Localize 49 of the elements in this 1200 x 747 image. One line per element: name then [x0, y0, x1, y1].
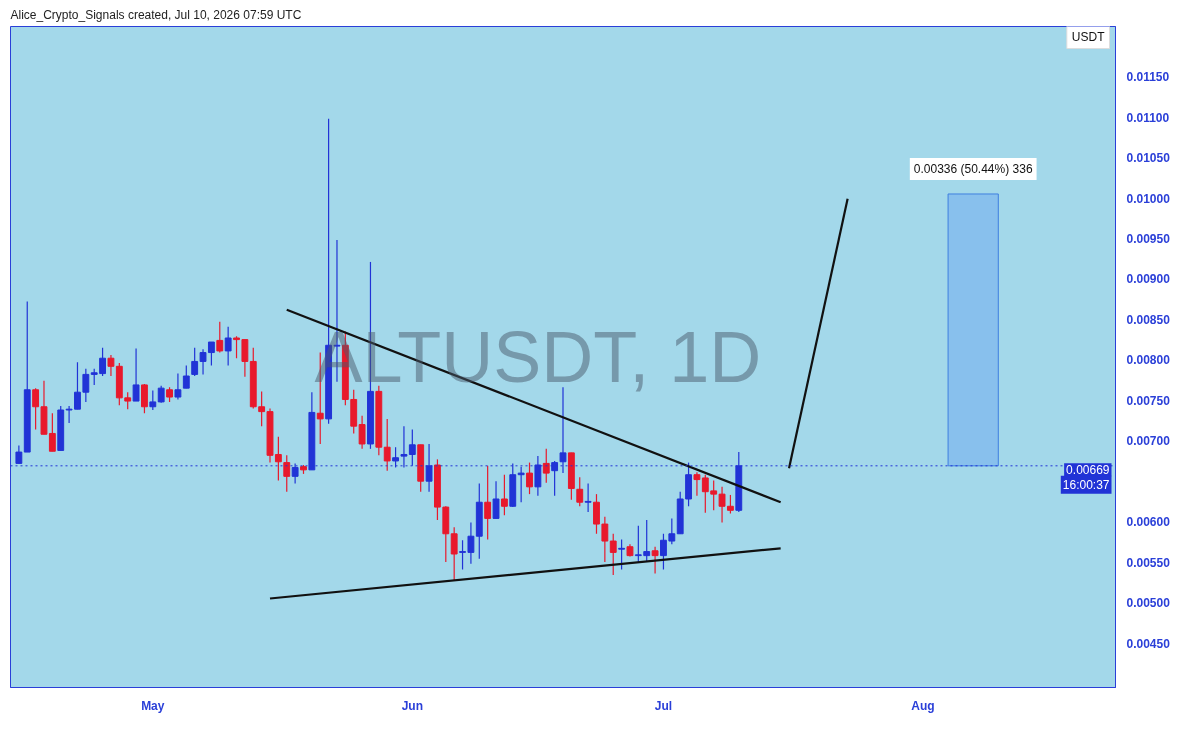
- candlestick: [726, 494, 734, 515]
- candlestick: [283, 454, 291, 493]
- y-tick-label: 0.01150: [1126, 70, 1170, 85]
- x-tick-label: Aug: [911, 698, 935, 713]
- x-tick-label: Jun: [401, 698, 423, 713]
- candlestick: [82, 368, 90, 403]
- candlestick: [216, 321, 224, 354]
- candlestick: [609, 533, 617, 576]
- candlestick: [618, 538, 626, 570]
- y-tick-label: 0.00900: [1126, 272, 1171, 287]
- y-tick-label: 0.00850: [1126, 312, 1171, 327]
- candlestick: [224, 326, 232, 367]
- y-tick-label: 0.01100: [1126, 110, 1170, 125]
- x-tick-label: Jul: [654, 698, 673, 713]
- candlestick: [182, 364, 190, 389]
- ref-line-label: 0.00669: [1066, 463, 1110, 478]
- data-label: 0.00336 (50.44%) 336: [913, 161, 1033, 176]
- candlestick: [383, 418, 391, 472]
- candlestick: [584, 483, 592, 513]
- y-tick-label: 0.00700: [1126, 434, 1171, 449]
- candlestick: [492, 480, 500, 520]
- candlestick: [651, 546, 659, 575]
- candlestick: [32, 387, 40, 431]
- candlestick: [500, 474, 508, 516]
- y-tick-label: 0.00800: [1126, 353, 1171, 368]
- candlestick: [141, 383, 148, 414]
- y-tick-label: 0.00600: [1126, 515, 1171, 530]
- text: Alice_Crypto_Signals created, Jul 10, 2026 07:59 UTC: [10, 7, 302, 22]
- candlestick: [174, 372, 182, 401]
- candlestick: [526, 461, 533, 495]
- y-tick-label: 0.00950: [1126, 231, 1171, 246]
- candlestick: [107, 354, 115, 377]
- candlestick: [149, 389, 157, 411]
- y-axis-title: USDT: [1071, 29, 1106, 44]
- candlestick: [576, 476, 584, 507]
- y-tick-label: 0.00550: [1126, 555, 1171, 570]
- y-tick-label: 0.00450: [1126, 636, 1171, 651]
- candlestick: [450, 526, 458, 581]
- annotation: 16:00:37: [1062, 477, 1110, 492]
- candlestick: [542, 448, 550, 484]
- candlestick: [358, 415, 366, 450]
- candlestick: [191, 347, 199, 377]
- x-tick-label: May: [141, 698, 165, 713]
- y-tick-label: 0.01000: [1126, 191, 1171, 206]
- candlestick: [484, 465, 492, 541]
- y-tick-label: 0.00750: [1126, 393, 1171, 408]
- candlestick: [132, 347, 140, 402]
- y-tick-label: 0.00500: [1126, 596, 1171, 611]
- y-tick-label: 0.01050: [1126, 151, 1171, 166]
